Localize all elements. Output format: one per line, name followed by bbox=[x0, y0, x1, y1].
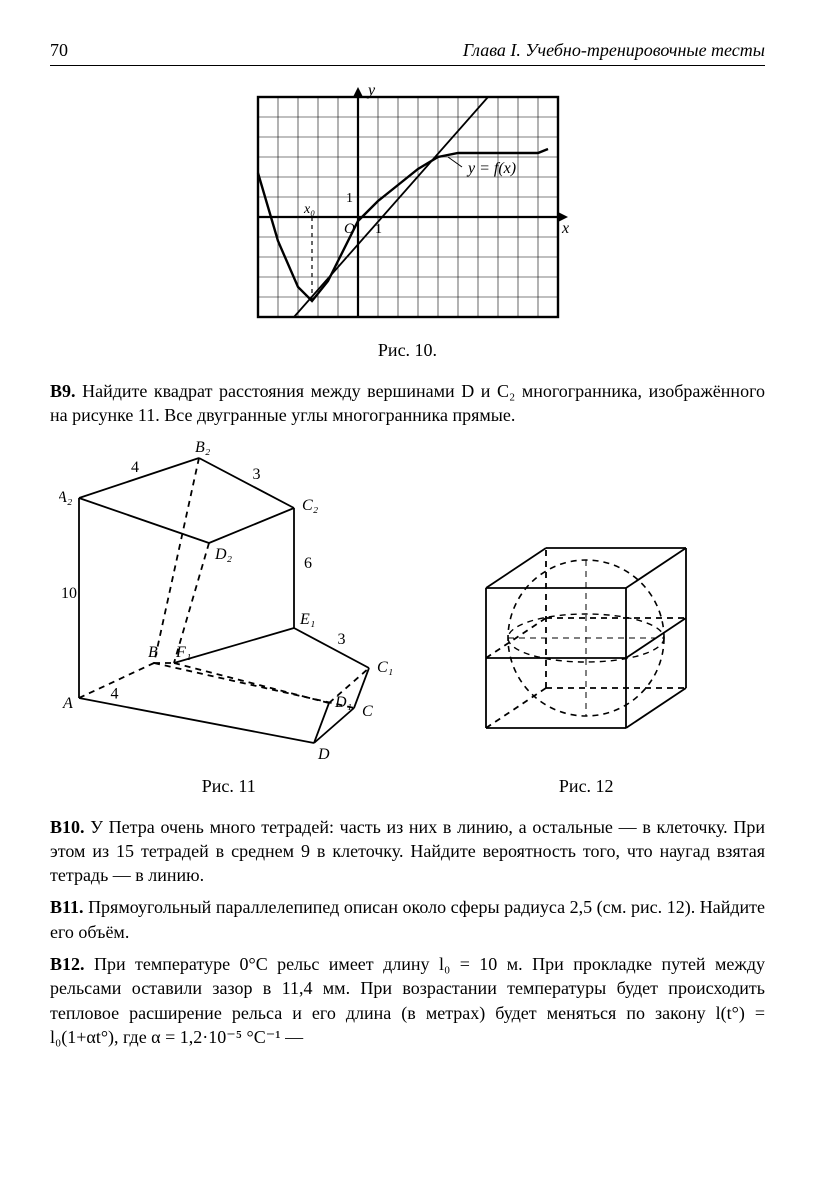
figure-10: y x O 1 1 x₀ y = f(x) Рис. 10. bbox=[50, 82, 765, 361]
figure-12-caption: Рис. 12 bbox=[408, 776, 766, 797]
problem-b9: B9. Найдите квадрат расстояния между вер… bbox=[50, 379, 765, 428]
svg-text:D₁: D₁ bbox=[334, 694, 352, 711]
problem-b11-label: B11. bbox=[50, 897, 84, 917]
svg-text:B: B bbox=[148, 644, 158, 661]
svg-text:D: D bbox=[317, 746, 330, 763]
svg-text:D₂: D₂ bbox=[214, 546, 233, 563]
figure-10-caption: Рис. 10. bbox=[50, 340, 765, 361]
svg-text:E₁: E₁ bbox=[299, 611, 315, 628]
problem-b10: B10. У Петра очень много тетрадей: часть… bbox=[50, 815, 765, 888]
page-container: 70 Глава I. Учебно-тренировочные тесты y… bbox=[0, 0, 815, 1097]
svg-text:y = f(x): y = f(x) bbox=[466, 160, 516, 177]
page-header: 70 Глава I. Учебно-тренировочные тесты bbox=[50, 40, 765, 66]
figure-11-svg: 4 3 6 3 10 4 A B D C A₂ B₂ C₂ D₂ F₁ E₁ C₁ D₁ bbox=[59, 438, 399, 768]
svg-text:C₁: C₁ bbox=[377, 659, 393, 676]
problem-b12-label: B12. bbox=[50, 954, 85, 974]
svg-text:A₂: A₂ bbox=[59, 489, 73, 506]
svg-text:C₂: C₂ bbox=[302, 497, 319, 514]
svg-text:F₁: F₁ bbox=[175, 644, 191, 661]
problem-b9-label: B9. bbox=[50, 381, 76, 401]
svg-text:B₂: B₂ bbox=[195, 439, 211, 456]
svg-text:3: 3 bbox=[252, 466, 260, 483]
svg-text:1: 1 bbox=[375, 222, 382, 237]
svg-text:x₀: x₀ bbox=[303, 202, 315, 217]
problem-b9-text: Найдите квадрат расстояния между вершина… bbox=[50, 381, 765, 425]
svg-text:10: 10 bbox=[61, 585, 77, 602]
svg-text:A: A bbox=[62, 695, 73, 712]
chapter-title: Глава I. Учебно-тренировочные тесты bbox=[463, 40, 765, 61]
figures-11-12-row: 4 3 6 3 10 4 A B D C A₂ B₂ C₂ D₂ F₁ E₁ C₁ D₁ Рис. 11 Рис.… bbox=[50, 438, 765, 815]
svg-text:3: 3 bbox=[337, 631, 345, 648]
svg-text:6: 6 bbox=[304, 555, 312, 572]
svg-text:y: y bbox=[366, 82, 376, 99]
problem-b10-label: B10. bbox=[50, 817, 85, 837]
problem-b12-text: При температуре 0°C рельс имеет длину l₀… bbox=[50, 954, 765, 1047]
figure-12-svg bbox=[446, 528, 726, 768]
svg-text:4: 4 bbox=[131, 459, 139, 476]
figure-11-wrapper: 4 3 6 3 10 4 A B D C A₂ B₂ C₂ D₂ F₁ E₁ C₁ D₁ Рис. 11 bbox=[50, 438, 408, 815]
page-number: 70 bbox=[50, 40, 68, 61]
figure-12-wrapper: Рис. 12 bbox=[408, 528, 766, 815]
svg-text:4: 4 bbox=[110, 685, 118, 702]
svg-text:1: 1 bbox=[346, 191, 353, 206]
svg-text:O: O bbox=[344, 221, 355, 237]
figure-11-caption: Рис. 11 bbox=[50, 776, 408, 797]
problem-b11: B11. Прямоугольный параллелепипед описан… bbox=[50, 895, 765, 944]
figure-10-svg: y x O 1 1 x₀ y = f(x) bbox=[243, 82, 573, 332]
problem-b12: B12. При температуре 0°C рельс имеет дли… bbox=[50, 952, 765, 1049]
svg-text:x: x bbox=[561, 220, 569, 237]
svg-text:C: C bbox=[362, 703, 373, 720]
problem-b10-text: У Петра очень много тетрадей: часть из н… bbox=[50, 817, 765, 886]
problem-b11-text: Прямоугольный параллелепипед описан окол… bbox=[50, 897, 765, 941]
